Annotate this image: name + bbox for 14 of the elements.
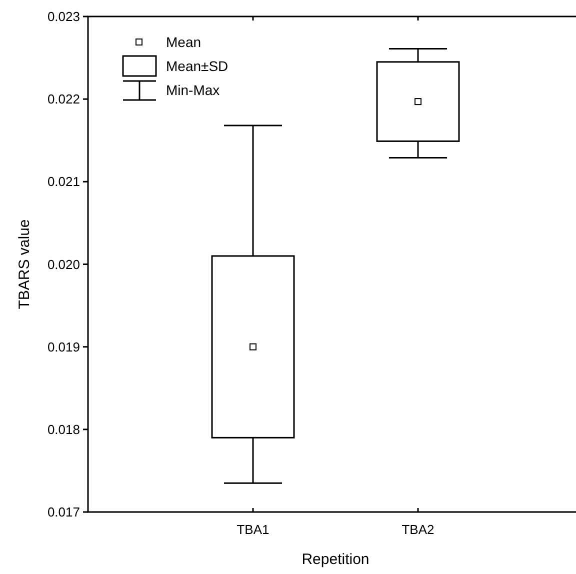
y-tick-label: 0.020 bbox=[47, 256, 80, 272]
x-tick-label: TBA1 bbox=[236, 522, 270, 537]
y-tick-label: 0.018 bbox=[47, 422, 80, 437]
y-tick-label: 0.017 bbox=[47, 504, 80, 520]
y-tick-label: 0.019 bbox=[47, 339, 80, 354]
y-axis-title: TBARS value bbox=[16, 219, 33, 310]
annotation: Mean±SD bbox=[166, 58, 228, 74]
annotation: Min-Max bbox=[166, 82, 220, 98]
y-tick-label: 0.023 bbox=[47, 9, 80, 24]
y-tick-label: 0.021 bbox=[47, 174, 80, 190]
y-tick-label: 0.022 bbox=[47, 92, 80, 107]
annotation: Mean bbox=[166, 34, 202, 50]
x-tick-label: TBA2 bbox=[402, 522, 434, 537]
x-axis-title: Repetition bbox=[302, 551, 370, 568]
